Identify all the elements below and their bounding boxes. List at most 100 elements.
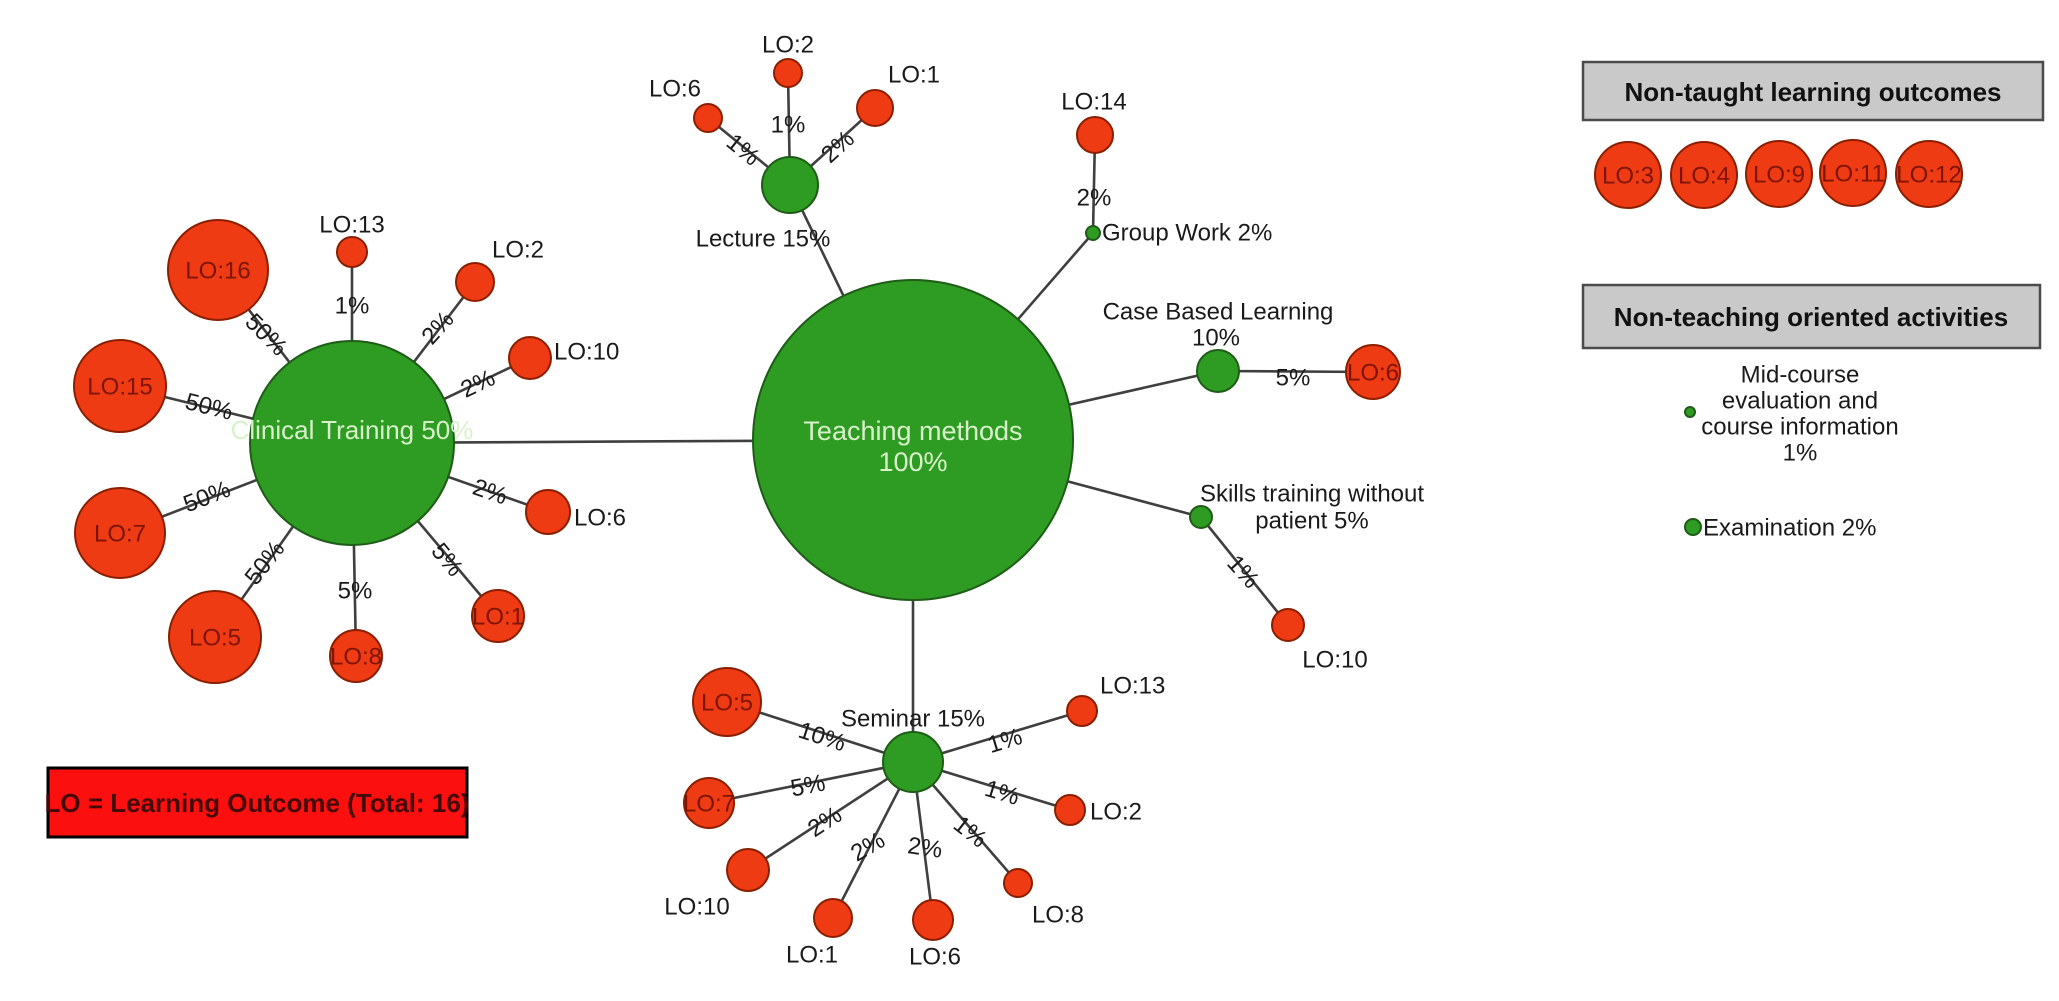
mid-course-line2: evaluation and <box>1722 388 1878 415</box>
lo-node-seminar-8 <box>1003 868 1033 898</box>
pct-label: 5% <box>788 769 827 802</box>
examination-dot <box>1684 518 1702 536</box>
legend-text: LO = Learning Outcome (Total: 16) <box>45 788 470 818</box>
lo-node-case-6 <box>1345 344 1401 400</box>
mid-course-line3: course information <box>1701 414 1898 441</box>
lo-label: LO:4 <box>1678 163 1730 190</box>
seminar-label: Seminar 15% <box>841 706 985 733</box>
lo-label: LO:7 <box>683 791 735 818</box>
lo-label: LO:2 <box>762 32 814 59</box>
mid-course-line1: Mid-course <box>1741 362 1860 389</box>
lo-label: LO:3 <box>1602 163 1654 190</box>
lo-node-seminar-2 <box>1054 794 1086 826</box>
lo-node-seminar-1 <box>813 898 853 938</box>
lo-node-seminar-5 <box>692 667 762 737</box>
lo-node-clinical-6 <box>525 489 571 535</box>
node-skills-training <box>1189 505 1213 529</box>
edge-line <box>747 760 914 872</box>
lo-node-clinical-13 <box>336 236 368 268</box>
lo-node-nontaught-11 <box>1819 139 1887 207</box>
lo-label: LO:10 <box>1302 647 1367 674</box>
lo-label: LO:2 <box>1090 799 1142 826</box>
lo-node-nontaught-9 <box>1745 140 1813 208</box>
legend-box <box>46 766 469 839</box>
lo-node-skills-10 <box>1271 608 1305 642</box>
lo-node-clinical-15 <box>73 339 167 433</box>
pct-label: 50% <box>182 388 235 426</box>
lo-node-lecture-2 <box>773 58 803 88</box>
pct-label: 2% <box>469 474 511 511</box>
lo-node-clinical-16 <box>167 219 269 321</box>
lo-node-seminar-13 <box>1066 695 1098 727</box>
lo-label: LO:2 <box>492 237 544 264</box>
pct-label: 2% <box>816 125 860 168</box>
mid-course-line4: 1% <box>1783 440 1818 467</box>
lo-label: LO:13 <box>1100 673 1165 700</box>
pct-label: 2% <box>803 801 847 843</box>
pct-label: 1% <box>981 775 1022 811</box>
teaching-methods-label-line1: Teaching methods <box>803 416 1022 446</box>
group-work-label: Group Work 2% <box>1102 220 1272 247</box>
pct-label: 50% <box>240 536 291 590</box>
pct-label: 2% <box>906 832 944 864</box>
lo-node-clinical-2 <box>455 262 495 302</box>
lo-node-seminar-7 <box>683 777 735 829</box>
pct-label: 1% <box>335 293 370 320</box>
node-teaching-methods <box>752 279 1074 601</box>
pct-label: 50% <box>239 308 292 361</box>
lo-label: LO:1 <box>786 942 838 969</box>
lo-label: LO:12 <box>1896 162 1961 189</box>
case-based-label-line2: 10% <box>1192 325 1240 352</box>
non-taught-header-text: Non-taught learning outcomes <box>1625 77 2002 107</box>
lo-node-clinical-1 <box>471 589 525 643</box>
non-teaching-header-text: Non-teaching oriented activities <box>1614 302 2008 332</box>
lo-label: LO:13 <box>319 212 384 239</box>
lo-label: LO:6 <box>909 944 961 971</box>
edge-line <box>708 760 914 805</box>
lo-label: LO:8 <box>1032 902 1084 929</box>
lo-label: LO:10 <box>664 894 729 921</box>
lo-node-seminar-10 <box>726 848 770 892</box>
node-seminar <box>882 731 944 793</box>
lo-label: LO:15 <box>87 374 152 401</box>
lo-node-seminar-6 <box>912 899 954 941</box>
lo-label: LO:6 <box>649 76 701 103</box>
pct-label: 2% <box>1077 185 1112 212</box>
non-taught-header-box <box>1581 60 2045 122</box>
pct-label: 2% <box>846 827 890 868</box>
lo-label: LO:8 <box>330 644 382 671</box>
lo-node-clinical-5 <box>168 590 262 684</box>
pct-label: 5% <box>1276 365 1311 392</box>
skills-label-line1: Skills training without <box>1200 481 1424 508</box>
node-clinical-training <box>249 340 455 546</box>
lo-label: LO:7 <box>94 521 146 548</box>
lecture-label: Lecture 15% <box>696 226 831 253</box>
lo-node-clinical-10 <box>508 336 552 380</box>
lo-label: LO:6 <box>1347 360 1399 387</box>
node-group-work-dot <box>1085 225 1101 241</box>
case-based-label-line1: Case Based Learning <box>1103 299 1334 326</box>
node-case-based-learning <box>1196 349 1240 393</box>
lo-node-lecture-1 <box>856 89 894 127</box>
lo-node-nontaught-3 <box>1594 141 1662 209</box>
pct-label: 5% <box>338 578 373 605</box>
mid-course-dot <box>1684 406 1696 418</box>
lo-label: LO:5 <box>189 625 241 652</box>
skills-label-line2: patient 5% <box>1255 508 1368 535</box>
lo-label: LO:10 <box>554 339 619 366</box>
lo-node-clinical-8 <box>329 629 383 683</box>
teaching-methods-label-line2: 100% <box>878 447 947 477</box>
examination-text: Examination 2% <box>1703 515 1876 542</box>
pct-label: 1% <box>984 723 1025 759</box>
lo-node-clinical-7 <box>74 487 166 579</box>
clinical-training-label: Clinical Training 50% <box>231 415 474 445</box>
edge-line <box>1199 516 1290 626</box>
lo-label: LO:1 <box>472 604 524 631</box>
lo-label: LO:14 <box>1061 89 1126 116</box>
lo-node-lecture-6 <box>693 103 723 133</box>
lo-label: LO:1 <box>888 62 940 89</box>
lo-label: LO:16 <box>185 258 250 285</box>
lo-label: LO:9 <box>1753 162 1805 189</box>
lo-label: LO:5 <box>701 690 753 717</box>
